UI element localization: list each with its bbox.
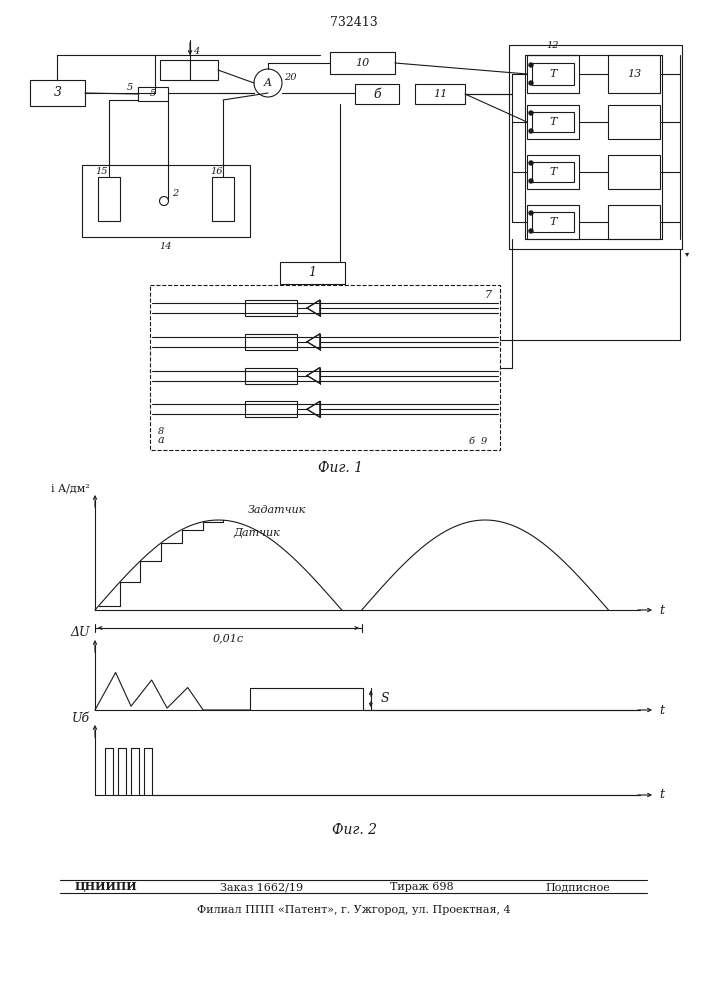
Bar	[245, 300, 297, 316]
Bar	[138, 87, 168, 101]
Bar	[190, 60, 218, 80]
Text: 10: 10	[356, 58, 370, 68]
Polygon shape	[307, 367, 320, 383]
Bar	[280, 262, 345, 284]
Text: 14: 14	[160, 242, 173, 251]
Text: 5: 5	[150, 90, 156, 99]
Polygon shape	[307, 334, 320, 350]
Circle shape	[529, 179, 533, 183]
Text: 4: 4	[193, 47, 199, 56]
Text: ΔU: ΔU	[71, 626, 90, 640]
Bar	[245, 401, 297, 417]
Circle shape	[529, 111, 533, 115]
Text: T: T	[549, 167, 556, 177]
Text: Uб: Uб	[72, 712, 90, 724]
Bar	[608, 105, 660, 139]
Text: б: б	[373, 88, 381, 101]
Bar	[30, 80, 85, 106]
Text: 11: 11	[433, 89, 447, 99]
Polygon shape	[307, 300, 320, 316]
Circle shape	[529, 63, 533, 67]
Text: ▾: ▾	[685, 250, 689, 258]
Text: T: T	[549, 117, 556, 127]
Bar	[330, 52, 395, 74]
Bar	[608, 55, 660, 93]
Text: 16: 16	[210, 167, 223, 176]
Text: б: б	[469, 438, 475, 446]
Bar	[160, 60, 190, 80]
Text: T: T	[549, 69, 556, 79]
Text: t: t	[660, 704, 665, 716]
Bar	[532, 112, 574, 132]
Bar	[82, 165, 250, 237]
Bar	[415, 84, 465, 104]
Text: 13: 13	[627, 69, 641, 79]
Text: 20: 20	[284, 74, 296, 83]
Text: 0,01с: 0,01с	[213, 633, 244, 643]
Bar	[245, 367, 297, 383]
Text: t: t	[660, 788, 665, 802]
Text: 5: 5	[127, 83, 133, 92]
Bar	[532, 162, 574, 182]
Text: Фиг. 1: Фиг. 1	[317, 461, 363, 475]
Text: ЦНИИПИ: ЦНИИПИ	[75, 882, 138, 892]
Text: 2: 2	[172, 188, 178, 198]
Text: Тираж 698: Тираж 698	[390, 882, 454, 892]
Bar	[527, 155, 579, 189]
Text: 12: 12	[547, 41, 559, 50]
Text: i A/дм²: i A/дм²	[51, 483, 90, 493]
Circle shape	[529, 129, 533, 133]
Text: A: A	[264, 78, 272, 88]
Bar	[527, 105, 579, 139]
Bar	[98, 177, 120, 221]
Polygon shape	[307, 401, 320, 417]
Text: Филиал ППП «Патент», г. Ужгород, ул. Проектная, 4: Филиал ППП «Патент», г. Ужгород, ул. Про…	[197, 905, 511, 915]
Bar	[532, 63, 574, 85]
Circle shape	[529, 81, 533, 85]
Text: Фиг. 2: Фиг. 2	[332, 823, 377, 837]
Bar	[532, 212, 574, 232]
Bar	[527, 205, 579, 239]
Bar	[212, 177, 234, 221]
Text: a: a	[158, 435, 165, 445]
Text: Подписное: Подписное	[545, 882, 609, 892]
Text: T: T	[549, 217, 556, 227]
Text: Заказ 1662/19: Заказ 1662/19	[220, 882, 303, 892]
Text: 1: 1	[308, 266, 317, 279]
Bar	[527, 55, 579, 93]
Text: 9: 9	[481, 438, 487, 446]
Text: 7: 7	[485, 290, 492, 300]
Bar	[355, 84, 399, 104]
Text: 732413: 732413	[330, 15, 378, 28]
Text: 15: 15	[95, 167, 107, 176]
Circle shape	[529, 229, 533, 233]
Bar	[150, 285, 500, 450]
Circle shape	[529, 161, 533, 165]
Circle shape	[529, 211, 533, 215]
Bar	[608, 205, 660, 239]
Text: t: t	[660, 603, 665, 616]
Bar	[608, 155, 660, 189]
Text: Задатчик: Задатчик	[248, 505, 307, 515]
Text: S: S	[381, 692, 390, 705]
Bar	[245, 334, 297, 350]
Text: Датчик: Датчик	[233, 528, 280, 538]
Text: 8: 8	[158, 428, 164, 436]
Text: 3: 3	[54, 87, 62, 100]
